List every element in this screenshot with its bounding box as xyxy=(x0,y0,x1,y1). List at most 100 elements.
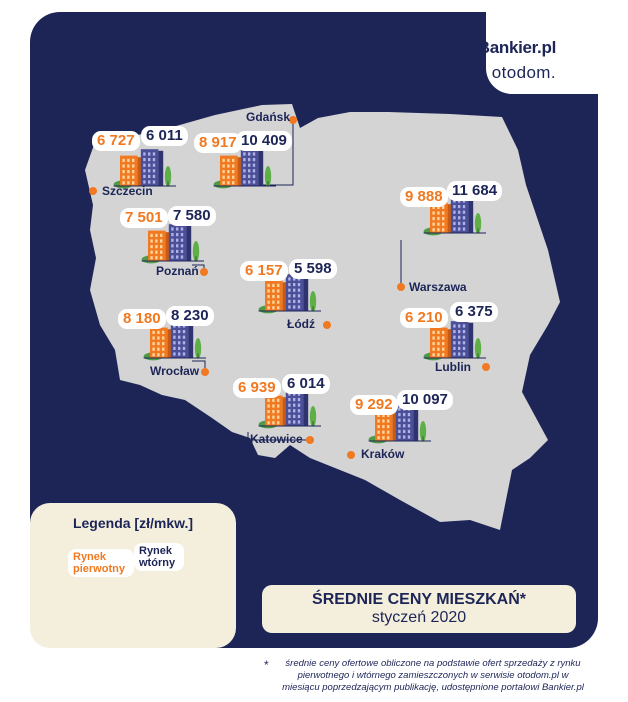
city-8-window xyxy=(403,418,406,422)
city-6-window xyxy=(442,330,445,334)
city-4-window xyxy=(277,289,280,293)
city-2-window xyxy=(171,255,174,259)
city-6-window xyxy=(462,324,466,328)
city-8-window xyxy=(403,424,406,428)
city-4-window xyxy=(293,277,296,281)
city-6-window xyxy=(437,347,440,351)
city-1-primary-price: 8 917 xyxy=(194,133,242,153)
city-5-window xyxy=(182,335,186,339)
city-0-window xyxy=(132,175,135,179)
city-8-window xyxy=(407,418,411,422)
city-2-window xyxy=(150,256,153,260)
city-3-window xyxy=(432,228,435,232)
city-5-window xyxy=(182,330,186,334)
city-8-window xyxy=(398,413,401,417)
city-2-dot xyxy=(200,268,208,276)
city-5-dot xyxy=(201,368,209,376)
city-4-window xyxy=(277,295,280,299)
city-8-window xyxy=(403,435,406,439)
city-0-window xyxy=(143,169,146,173)
city-8-window xyxy=(407,435,411,439)
city-3-secondary-side xyxy=(468,197,474,233)
city-6-window xyxy=(462,341,466,345)
city-3-window xyxy=(462,199,466,203)
city-4-window xyxy=(272,306,275,310)
city-8-window xyxy=(403,429,406,433)
city-4-window xyxy=(288,299,291,303)
city-1-window xyxy=(232,170,235,174)
city-7-window xyxy=(267,421,270,425)
city-2-window xyxy=(160,239,163,243)
city-4-dot xyxy=(323,321,331,329)
city-8-window xyxy=(398,435,401,439)
city-0-window xyxy=(143,180,146,184)
city-0-window xyxy=(127,181,130,185)
otodom-logo: otodom. xyxy=(491,63,556,82)
city-8-window xyxy=(387,419,390,423)
city-6-name: Lublin xyxy=(435,360,471,374)
city-7-window xyxy=(288,420,291,424)
city-1-name: Gdańsk xyxy=(246,110,291,124)
city-0-dot xyxy=(89,187,97,195)
city-0-window xyxy=(148,169,151,173)
city-3-window xyxy=(437,205,440,209)
city-6-window xyxy=(437,336,440,340)
city-8-window xyxy=(382,419,385,423)
legend-secondary-label: Rynek wtórny xyxy=(134,543,184,571)
city-4-name: Łódź xyxy=(287,317,315,331)
city-0-window xyxy=(143,152,146,156)
city-4-window xyxy=(272,283,275,287)
city-5-window xyxy=(173,341,176,345)
city-7-window xyxy=(272,421,275,425)
city-0-window xyxy=(143,174,146,178)
city-6-window xyxy=(437,353,440,357)
city-7-window xyxy=(277,410,280,414)
city-1-window xyxy=(243,158,246,162)
city-0-window xyxy=(152,158,156,162)
city-6-window xyxy=(453,346,456,350)
city-1-window xyxy=(252,174,256,178)
city-4-window xyxy=(297,305,301,309)
city-3-window xyxy=(462,210,466,214)
city-1-window xyxy=(232,164,235,168)
city-6-window xyxy=(442,336,445,340)
city-7-window xyxy=(297,409,301,413)
city-0-window xyxy=(127,164,130,168)
city-1-window xyxy=(232,175,235,179)
city-4-window xyxy=(288,305,291,309)
city-1-window xyxy=(222,175,225,179)
city-8-window xyxy=(387,413,390,417)
city-3-window xyxy=(442,205,445,209)
city-5-window xyxy=(178,330,181,334)
city-7-primary-side xyxy=(282,397,288,426)
city-3-window xyxy=(437,211,440,215)
city-2-window xyxy=(176,227,179,231)
city-2-secondary-price: 7 580 xyxy=(168,206,216,226)
title-box: ŚREDNIE CENY MIESZKAŃ* styczeń 2020 xyxy=(262,585,576,633)
city-3-primary-price: 9 888 xyxy=(400,187,448,207)
city-8-window xyxy=(387,430,390,434)
city-0-window xyxy=(148,158,151,162)
city-4-secondary-price: 5 598 xyxy=(289,259,337,279)
city-4-window xyxy=(267,289,270,293)
city-5-window xyxy=(182,341,186,345)
city-5-window xyxy=(152,353,155,357)
city-0-tree xyxy=(164,166,172,187)
city-4-window xyxy=(267,295,270,299)
city-0-secondary-side xyxy=(158,150,164,186)
city-2-window xyxy=(171,238,174,242)
city-6-window xyxy=(458,324,461,328)
city-7-primary-price: 6 939 xyxy=(233,378,281,398)
city-0-window xyxy=(122,175,125,179)
city-8-window xyxy=(377,419,380,423)
city-3-window xyxy=(458,210,461,214)
city-1-connector xyxy=(262,120,294,186)
city-3-window xyxy=(458,227,461,231)
city-0-primary-side xyxy=(137,157,143,186)
city-3-window xyxy=(432,211,435,215)
city-0-window xyxy=(127,158,130,162)
city-8-tree xyxy=(419,421,427,442)
city-7-window xyxy=(267,404,270,408)
city-6-window xyxy=(458,346,461,350)
city-8-dot xyxy=(347,451,355,459)
